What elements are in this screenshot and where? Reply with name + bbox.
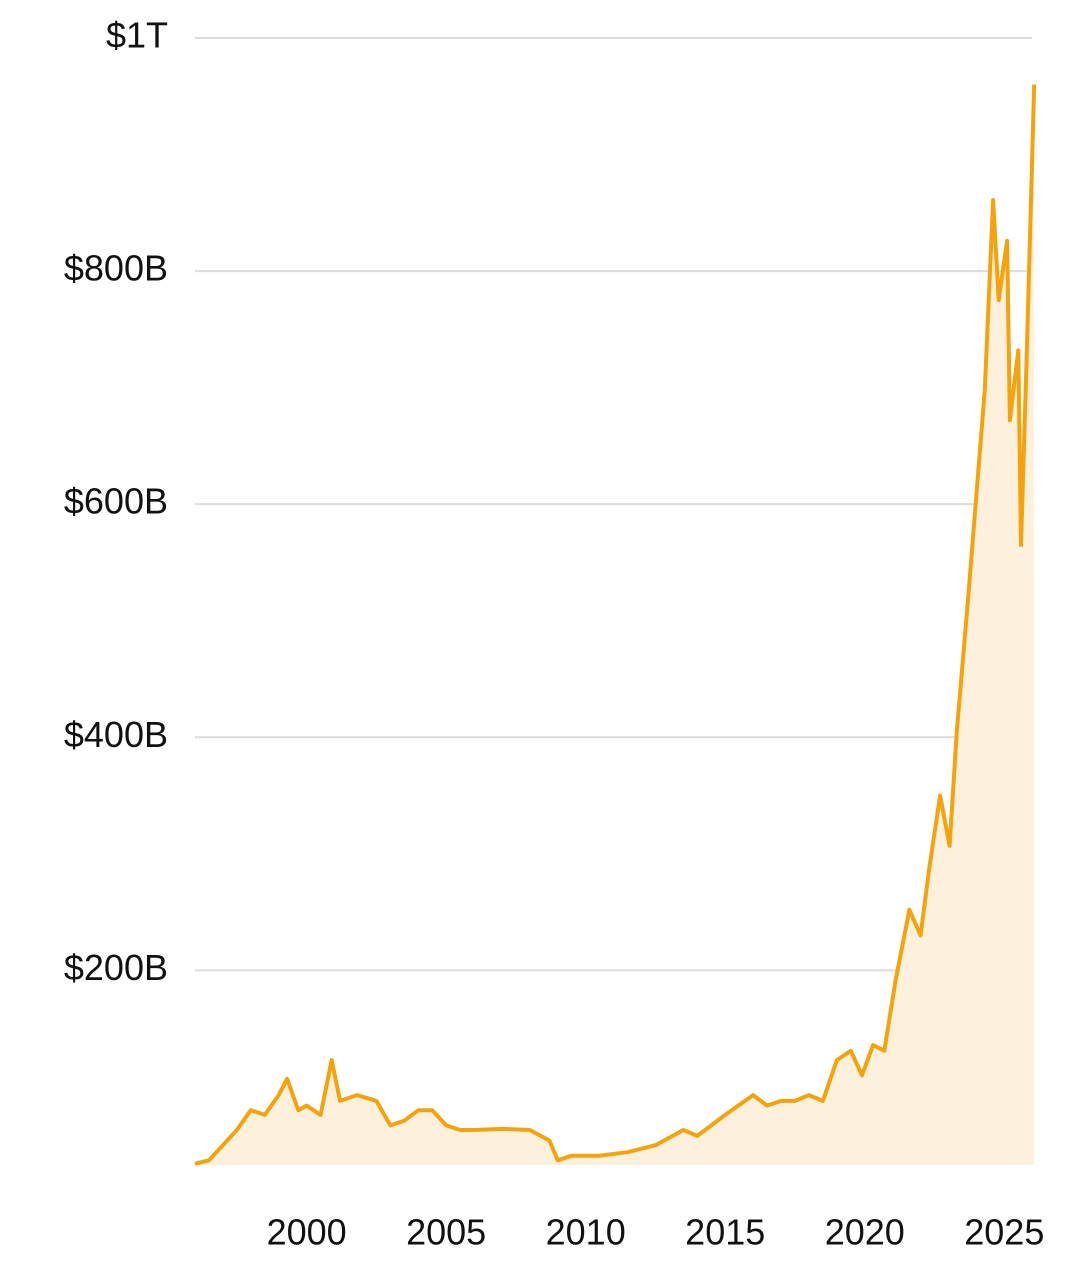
x-tick-label: 2025 (964, 1212, 1044, 1253)
y-tick-label: $400B (64, 714, 168, 755)
area-fill (195, 84, 1035, 1166)
x-tick-label: 2020 (825, 1212, 905, 1253)
y-tick-label: $800B (64, 248, 168, 289)
x-tick-label: 2010 (546, 1212, 626, 1253)
y-tick-label: $600B (64, 481, 168, 522)
x-tick-label: 2000 (267, 1212, 347, 1253)
line (194, 84, 1037, 1166)
y-tick-label: $200B (64, 947, 168, 988)
x-tick-label: 2015 (685, 1212, 765, 1253)
x-tick-label: 2005 (406, 1212, 486, 1253)
y-tick-label: $1T (106, 15, 168, 56)
